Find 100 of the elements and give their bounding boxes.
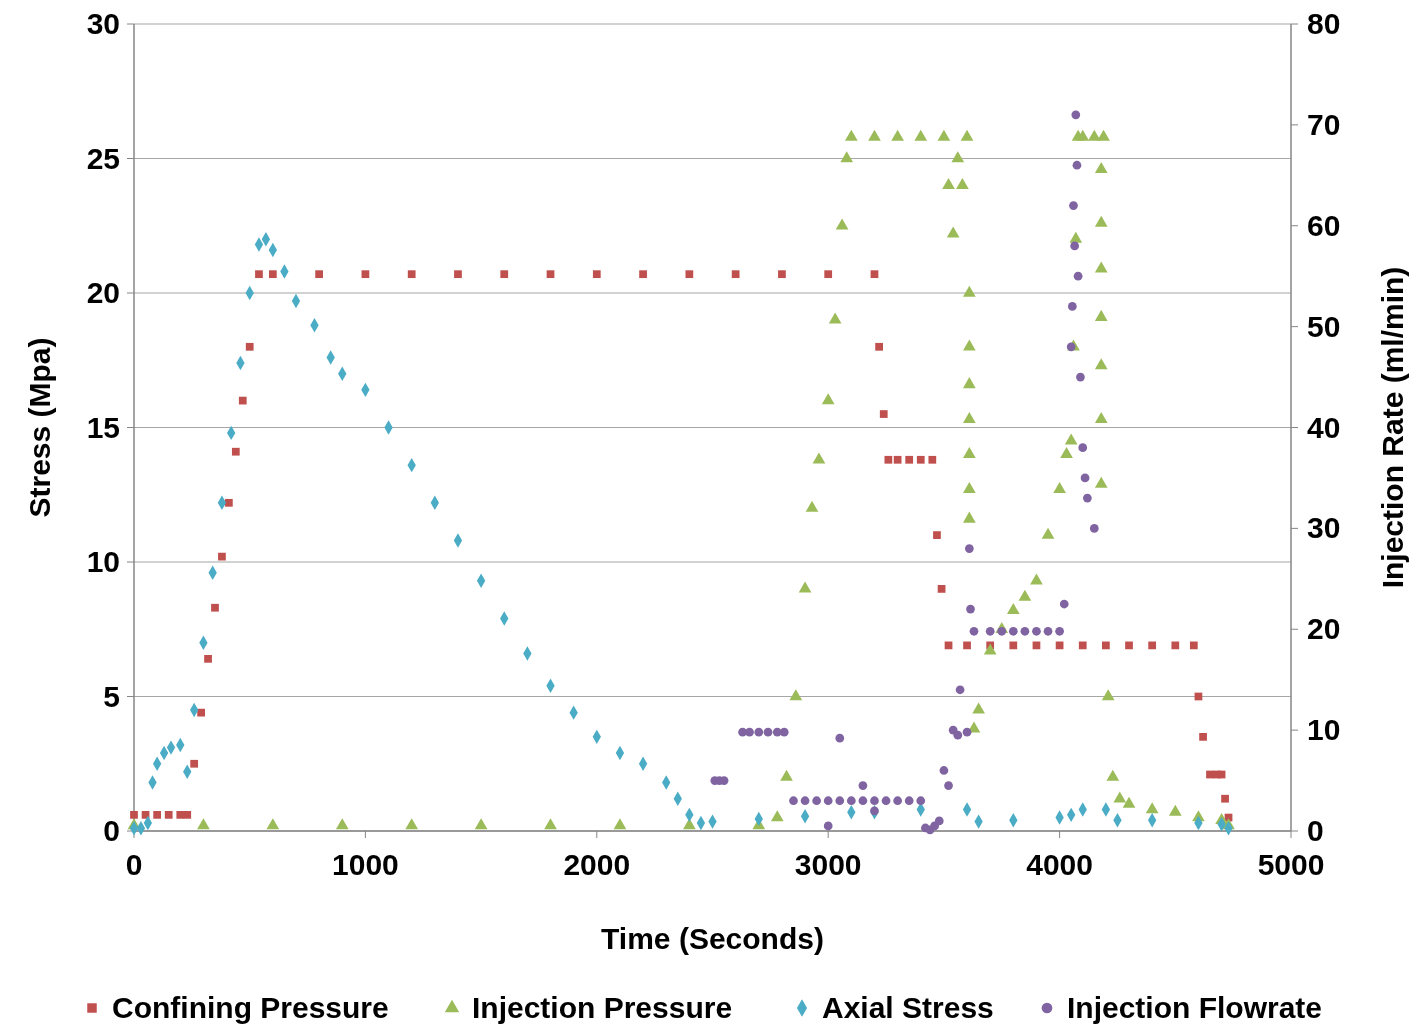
- point: [928, 455, 937, 464]
- y-axis-title: Stress (Mpa): [23, 337, 56, 518]
- point: [238, 396, 247, 405]
- point: [245, 342, 254, 351]
- legend-label: Injection Pressure: [472, 991, 733, 1024]
- point: [800, 796, 810, 806]
- point: [1078, 641, 1087, 650]
- y2-tick-label: 0: [1307, 814, 1324, 847]
- x-axis-title: Time (Seconds): [601, 922, 824, 955]
- point: [190, 759, 199, 768]
- point: [731, 270, 740, 279]
- point: [823, 821, 833, 831]
- point: [183, 810, 192, 819]
- point: [969, 626, 979, 636]
- point: [823, 796, 833, 806]
- y-tick-label: 0: [103, 814, 120, 847]
- y2-tick-label: 40: [1307, 410, 1341, 444]
- legend-label: Injection Flowrate: [1067, 991, 1323, 1024]
- point: [1008, 626, 1018, 636]
- y-tick-label: 15: [86, 410, 120, 444]
- y-tick-label: 30: [86, 7, 120, 40]
- point: [763, 727, 773, 737]
- point: [1066, 342, 1076, 352]
- y2-tick-label: 20: [1307, 612, 1341, 646]
- point: [685, 270, 694, 279]
- point: [592, 270, 601, 279]
- point: [953, 730, 963, 740]
- point: [1078, 443, 1088, 453]
- point: [985, 626, 995, 636]
- point: [870, 806, 879, 816]
- point: [778, 270, 786, 279]
- point: [905, 455, 914, 464]
- point: [1020, 626, 1030, 636]
- point: [1102, 641, 1110, 650]
- point: [1221, 794, 1229, 803]
- point: [1070, 241, 1080, 251]
- point: [846, 796, 856, 806]
- point: [916, 455, 925, 464]
- point: [268, 270, 277, 279]
- point: [944, 781, 953, 790]
- point: [407, 270, 416, 279]
- point: [934, 816, 944, 826]
- point: [1067, 302, 1077, 311]
- point: [870, 270, 879, 279]
- point: [197, 708, 205, 717]
- point: [1059, 599, 1069, 609]
- y2-tick-label: 50: [1307, 309, 1341, 343]
- y-tick-label: 10: [86, 545, 120, 578]
- point: [884, 455, 893, 464]
- point: [964, 544, 974, 553]
- point: [500, 270, 509, 279]
- point: [1083, 493, 1092, 503]
- point: [870, 796, 879, 806]
- point: [955, 685, 965, 695]
- point: [1032, 626, 1041, 636]
- point: [789, 796, 798, 806]
- point: [858, 796, 868, 806]
- point: [1071, 110, 1081, 120]
- y2-tick-label: 60: [1307, 208, 1341, 242]
- point: [255, 270, 263, 279]
- point: [639, 270, 647, 279]
- point: [1171, 641, 1180, 650]
- point: [546, 270, 555, 279]
- y-tick-label: 20: [86, 276, 120, 309]
- point: [1189, 641, 1198, 650]
- point: [1125, 641, 1133, 650]
- point: [881, 796, 891, 806]
- point: [933, 531, 941, 539]
- point: [130, 810, 138, 819]
- point: [875, 342, 883, 351]
- point: [779, 727, 789, 737]
- point: [211, 603, 219, 612]
- x-tick-label: 5000: [1257, 848, 1325, 881]
- point: [454, 270, 462, 279]
- point: [1080, 473, 1090, 483]
- point: [824, 270, 833, 279]
- point: [835, 796, 845, 806]
- point: [1076, 372, 1085, 382]
- point: [962, 727, 972, 737]
- point: [745, 727, 754, 737]
- legend-label: Axial Stress: [822, 991, 994, 1024]
- point: [893, 455, 902, 464]
- point: [361, 270, 370, 279]
- point: [1148, 641, 1157, 650]
- point: [937, 585, 946, 593]
- point: [754, 727, 764, 737]
- y-tick-label: 25: [86, 141, 120, 175]
- point: [1073, 271, 1083, 281]
- point: [1089, 524, 1099, 533]
- point: [916, 796, 926, 806]
- point: [1043, 626, 1053, 636]
- y2-tick-label: 10: [1307, 713, 1341, 747]
- point: [939, 766, 949, 775]
- point: [1069, 201, 1078, 210]
- y2-tick-label: 70: [1307, 107, 1341, 141]
- legend-label: Confining Pressure: [112, 991, 389, 1024]
- point: [1072, 160, 1082, 170]
- point: [231, 447, 240, 456]
- point: [858, 781, 868, 790]
- point: [966, 604, 975, 614]
